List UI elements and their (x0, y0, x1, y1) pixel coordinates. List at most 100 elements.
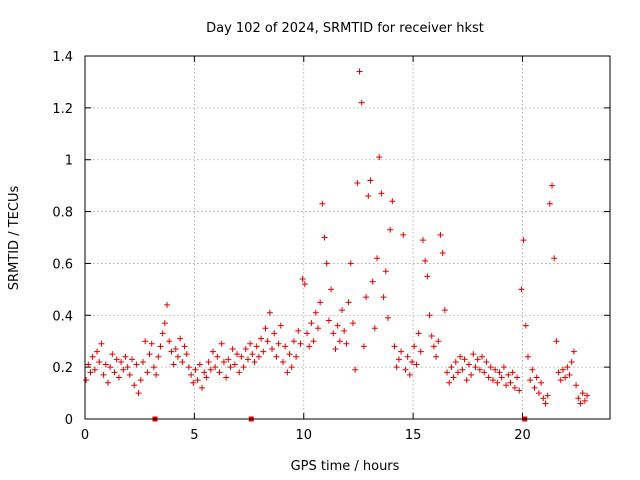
data-point (109, 351, 116, 358)
data-point (214, 353, 221, 360)
data-point (251, 358, 258, 365)
data-point (96, 358, 103, 365)
data-point (194, 377, 201, 384)
data-point (188, 371, 195, 378)
data-point (107, 364, 114, 371)
data-point (479, 353, 486, 360)
data-point (369, 278, 376, 285)
data-point (544, 392, 551, 399)
data-point (277, 322, 284, 329)
data-point (542, 400, 549, 407)
data-point (343, 340, 350, 347)
data-point (581, 397, 588, 404)
data-point (284, 369, 291, 376)
y-tick-label: 0.8 (52, 206, 73, 221)
data-point (371, 325, 378, 332)
data-points (83, 68, 591, 407)
data-point (332, 345, 339, 352)
data-point (557, 377, 564, 384)
data-point (546, 200, 553, 207)
data-point (457, 353, 464, 360)
data-point (144, 369, 151, 376)
data-point (474, 356, 481, 363)
data-point (249, 351, 256, 358)
data-point (496, 369, 503, 376)
data-point (155, 353, 162, 360)
data-point (485, 374, 492, 381)
data-point (540, 395, 547, 402)
data-point (577, 400, 584, 407)
data-point (124, 364, 131, 371)
data-point (205, 358, 212, 365)
data-point (413, 361, 420, 368)
data-point (323, 260, 330, 267)
data-point (393, 364, 400, 371)
y-tick-label: 1 (65, 154, 73, 169)
data-point (415, 330, 422, 337)
data-point (161, 320, 168, 327)
data-point (212, 364, 219, 371)
data-point (207, 366, 214, 373)
data-point (446, 379, 453, 386)
data-point (336, 338, 343, 345)
data-point (352, 366, 359, 373)
data-point (345, 299, 352, 306)
x-tick-label: 20 (514, 428, 531, 443)
data-point (244, 356, 251, 363)
data-point (470, 351, 477, 358)
data-point (529, 366, 536, 373)
data-point (389, 198, 396, 205)
data-point (262, 325, 269, 332)
data-point (551, 255, 558, 262)
chart-title: Day 102 of 2024, SRMTID for receiver hks… (206, 21, 484, 36)
data-point (126, 371, 133, 378)
data-point (94, 348, 101, 355)
data-point (492, 366, 499, 373)
data-point (439, 250, 446, 257)
data-point (264, 338, 271, 345)
data-point (328, 286, 335, 293)
data-point (450, 374, 457, 381)
data-point (363, 294, 370, 301)
data-point (524, 353, 531, 360)
data-point (308, 320, 315, 327)
data-point (247, 340, 254, 347)
data-point (387, 226, 394, 233)
data-point (489, 377, 496, 384)
data-point (444, 369, 451, 376)
data-point (404, 353, 411, 360)
data-point (234, 351, 241, 358)
data-point (584, 392, 591, 399)
data-point (115, 374, 122, 381)
data-point (500, 364, 507, 371)
data-point (297, 340, 304, 347)
y-tick-label: 0.6 (52, 257, 73, 272)
y-tick-label: 0 (65, 413, 73, 428)
data-point (306, 343, 313, 350)
data-point (549, 182, 556, 189)
data-point (437, 231, 444, 238)
data-point (201, 369, 208, 376)
data-point (304, 330, 311, 337)
data-point (341, 327, 348, 334)
data-point (568, 358, 575, 365)
data-point (339, 307, 346, 314)
data-point (227, 364, 234, 371)
data-point (374, 255, 381, 262)
data-point (400, 231, 407, 238)
data-point (282, 343, 289, 350)
y-tick-label: 1.2 (52, 102, 73, 117)
data-point (131, 382, 138, 389)
data-point (118, 358, 125, 365)
data-point (273, 353, 280, 360)
data-point (104, 379, 111, 386)
data-point (321, 234, 328, 241)
data-point (520, 237, 527, 244)
data-point (402, 366, 409, 373)
data-point (579, 390, 586, 397)
data-point (218, 340, 225, 347)
axis-ticks: 0 5 10 15 20 0 0.2 0.4 0.6 0.8 1 1.2 1.4 (52, 50, 610, 443)
data-point (133, 361, 140, 368)
data-point (516, 387, 523, 394)
data-point (417, 348, 424, 355)
